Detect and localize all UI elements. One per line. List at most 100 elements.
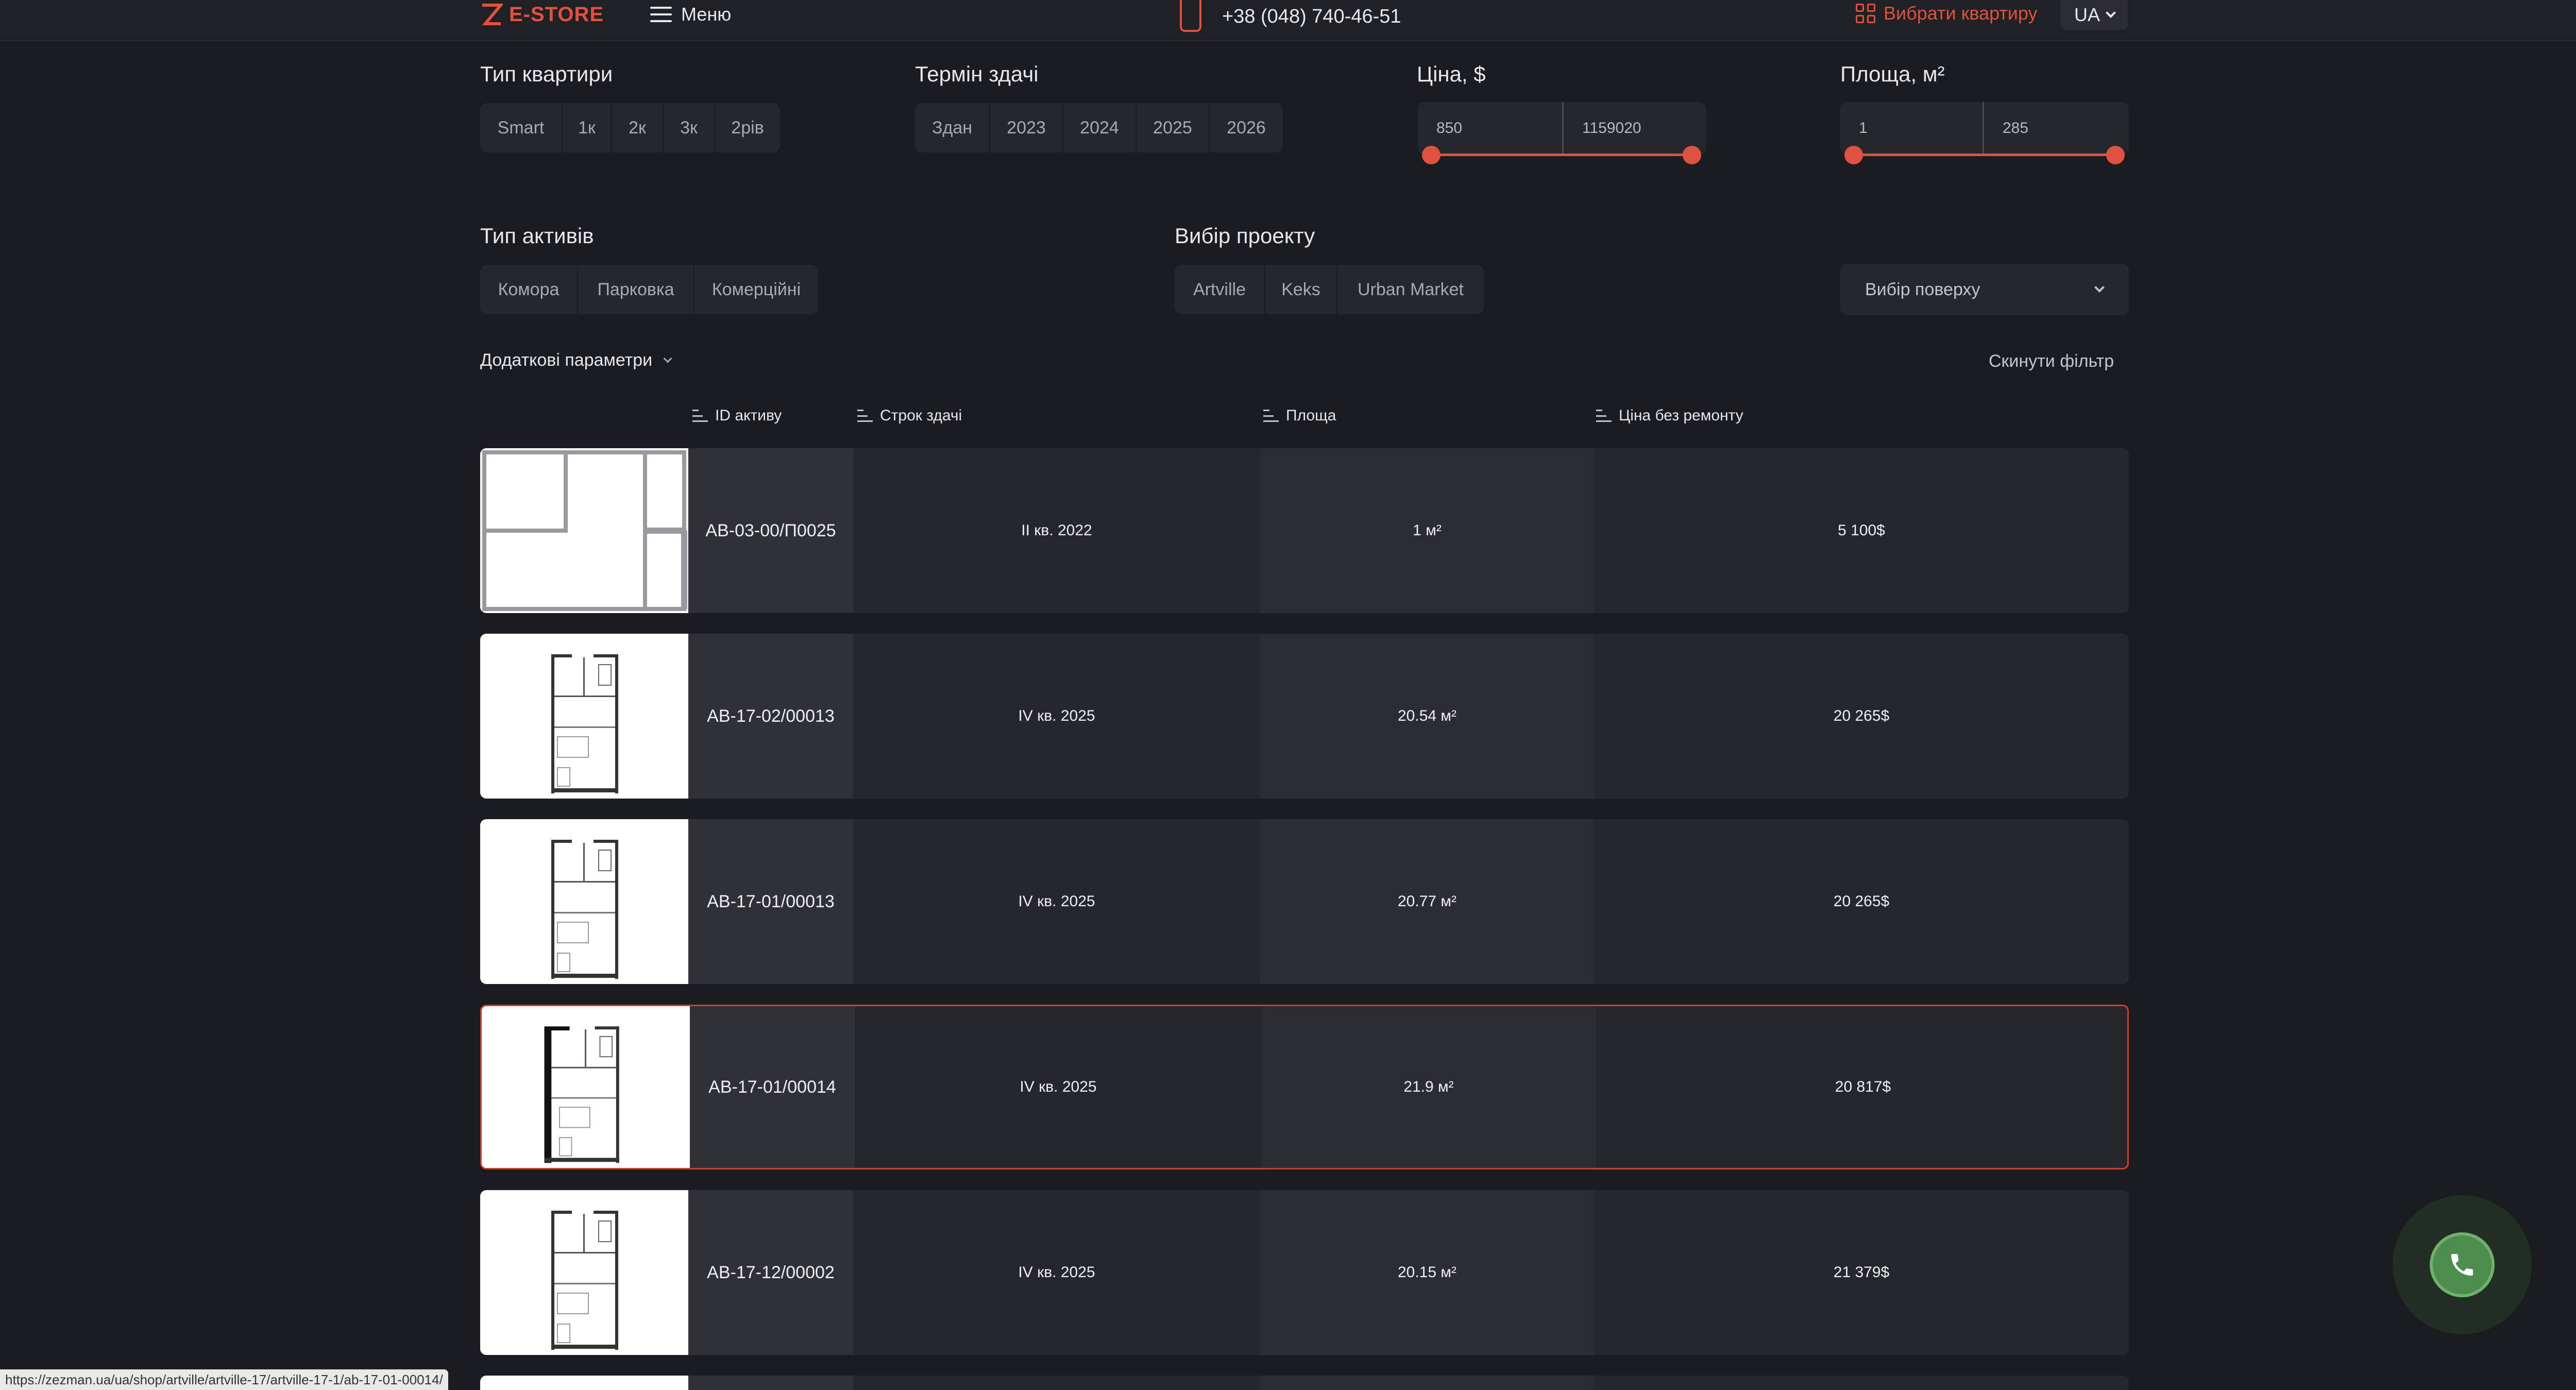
floor-plan-image <box>480 448 688 613</box>
delivery-term-option[interactable]: 2026 <box>1227 117 1266 138</box>
price-divider <box>1562 102 1564 155</box>
asset-type-segment: Комора Парковка Комерційні <box>480 265 818 314</box>
column-header-label: Строк здачі <box>880 407 962 424</box>
asset-type-option[interactable]: Парковка <box>578 265 694 314</box>
project-option[interactable]: Artville <box>1175 265 1265 314</box>
price-value: 5 100$ <box>1838 522 1885 539</box>
chevron-down-icon <box>663 354 672 363</box>
column-header-id[interactable]: ID активу <box>692 407 782 425</box>
delivery-term-option[interactable]: Здан <box>915 103 990 152</box>
storage-plan-icon <box>482 450 687 611</box>
apartment-type-option[interactable]: 2к <box>612 103 664 152</box>
menu-button[interactable]: Меню <box>650 3 731 26</box>
top-header: E-STORE Меню +38 (048) 740-46-51 Вибрати… <box>0 0 2576 41</box>
call-button[interactable] <box>2393 1195 2532 1334</box>
table-row[interactable]: AB-17-12/00002 IV кв. 2025 20.15 м² 21 3… <box>480 1190 2129 1355</box>
asset-type-option[interactable]: Комора <box>480 265 578 314</box>
chevron-down-icon <box>2094 282 2105 293</box>
asset-id: AB-03-00/П0025 <box>688 448 853 613</box>
column-header-label: Ціна без ремонту <box>1619 407 1743 424</box>
floor-select-label: Вибір поверху <box>1865 279 1980 299</box>
area-min-handle[interactable] <box>1844 146 1863 164</box>
reset-filter-button[interactable]: Скинути фільтр <box>1989 351 2114 371</box>
floor-plan-image <box>480 819 688 984</box>
apartment-type-option[interactable]: 2рів <box>731 117 764 138</box>
table-row[interactable]: AB-17-01/00013 IV кв. 2025 20.77 м² 20 2… <box>480 819 2129 984</box>
sort-icon <box>692 410 708 422</box>
asset-id: AB-17-01/00014 <box>690 1006 855 1168</box>
phone-link[interactable]: +38 (048) 740-46-51 <box>1180 0 1401 33</box>
choose-apartment-label: Вибрати квартиру <box>1884 3 2038 24</box>
price-value: 20 817$ <box>1835 1078 1891 1095</box>
asset-id-cell <box>688 1376 853 1390</box>
apartment-type-option[interactable]: 3к <box>664 103 715 152</box>
delivery-term-option[interactable]: 2024 <box>1063 103 1137 152</box>
table-row[interactable]: AB-17-02/00013 IV кв. 2025 20.54 м² 20 2… <box>480 634 2129 799</box>
apartment-type-option[interactable]: 1к <box>563 103 612 152</box>
project-title: Вибір проекту <box>1175 224 1315 248</box>
language-select[interactable]: UA <box>2061 0 2128 30</box>
delivery-term-title: Термін здачі <box>915 62 1039 86</box>
column-header-area[interactable]: Площа <box>1263 407 1336 425</box>
delivery-term: IV кв. 2025 <box>1018 707 1095 724</box>
studio-plan-icon <box>544 1026 619 1163</box>
floor-plan-image <box>480 1376 688 1390</box>
price-value: 21 379$ <box>1833 1264 1890 1281</box>
project-segment: Artville Keks Urban Market <box>1175 265 1484 314</box>
studio-plan-icon <box>551 654 618 793</box>
status-bar-url: https://zezman.ua/ua/shop/artville/artvi… <box>0 1369 448 1390</box>
sort-icon <box>1263 410 1279 422</box>
price-range-track <box>1431 154 1692 156</box>
logo[interactable]: E-STORE <box>480 2 604 27</box>
price-title: Ціна, $ <box>1417 62 1486 86</box>
asset-id: AB-17-02/00013 <box>688 634 853 799</box>
studio-plan-icon <box>551 1211 618 1350</box>
column-header-price[interactable]: Ціна без ремонту <box>1596 407 1743 425</box>
table-row[interactable]: AB-03-00/П0025 II кв. 2022 1 м² 5 100$ <box>480 448 2129 613</box>
apartment-type-segment: Smart 1к 2к 3к 2рів <box>480 103 780 152</box>
project-option[interactable]: Urban Market <box>1358 279 1464 299</box>
area-min-input[interactable]: 1 <box>1859 120 1868 137</box>
chevron-down-icon <box>2106 8 2116 18</box>
area-cell <box>1260 1376 1594 1390</box>
language-label: UA <box>2074 4 2100 25</box>
studio-plan-icon <box>551 840 618 979</box>
floor-select[interactable]: Вибір поверху <box>1840 264 2129 315</box>
price-max-input[interactable]: 1159020 <box>1582 120 1641 137</box>
phone-icon <box>2451 1254 2473 1276</box>
price-min-input[interactable]: 850 <box>1436 120 1463 137</box>
area-title: Площа, м² <box>1840 62 1945 86</box>
project-option[interactable]: Keks <box>1265 265 1337 314</box>
asset-type-option[interactable]: Комерційні <box>711 279 801 299</box>
floor-plan-image <box>480 634 688 799</box>
grid-icon <box>1856 4 1875 23</box>
asset-type-title: Тип активів <box>480 224 594 248</box>
delivery-term-option[interactable]: 2023 <box>990 103 1063 152</box>
floor-plan-image <box>480 1190 688 1355</box>
sort-icon <box>857 410 873 422</box>
column-header-label: Площа <box>1286 407 1336 424</box>
phone-number: +38 (048) 740-46-51 <box>1222 5 1401 27</box>
price-max-handle[interactable] <box>1683 146 1701 164</box>
table-row[interactable]: AB-17-01/00014 IV кв. 2025 21.9 м² 20 81… <box>480 1005 2129 1169</box>
apartment-type-option[interactable]: Smart <box>480 103 563 152</box>
area-max-input[interactable]: 285 <box>2003 120 2029 137</box>
area-value: 21.9 м² <box>1262 1006 1596 1168</box>
area-value: 20.54 м² <box>1260 634 1594 799</box>
price-range-box: 850 1159020 <box>1418 102 1706 155</box>
hamburger-icon <box>650 7 672 22</box>
area-value: 20.77 м² <box>1260 819 1594 984</box>
delivery-term: IV кв. 2025 <box>1018 1264 1095 1281</box>
price-min-handle[interactable] <box>1422 146 1440 164</box>
column-header-term[interactable]: Строк здачі <box>857 407 962 425</box>
area-value: 20.15 м² <box>1260 1190 1594 1355</box>
choose-apartment-link[interactable]: Вибрати квартиру <box>1856 2 2038 25</box>
table-row-partial[interactable] <box>480 1376 2129 1390</box>
logo-icon <box>482 4 503 25</box>
price-value: 20 265$ <box>1833 707 1890 724</box>
apartment-type-title: Тип квартири <box>480 62 613 86</box>
area-max-handle[interactable] <box>2106 146 2125 164</box>
area-range-track <box>1854 154 2115 156</box>
more-params-toggle[interactable]: Додаткові параметри <box>480 350 672 370</box>
delivery-term-option[interactable]: 2025 <box>1137 103 1210 152</box>
